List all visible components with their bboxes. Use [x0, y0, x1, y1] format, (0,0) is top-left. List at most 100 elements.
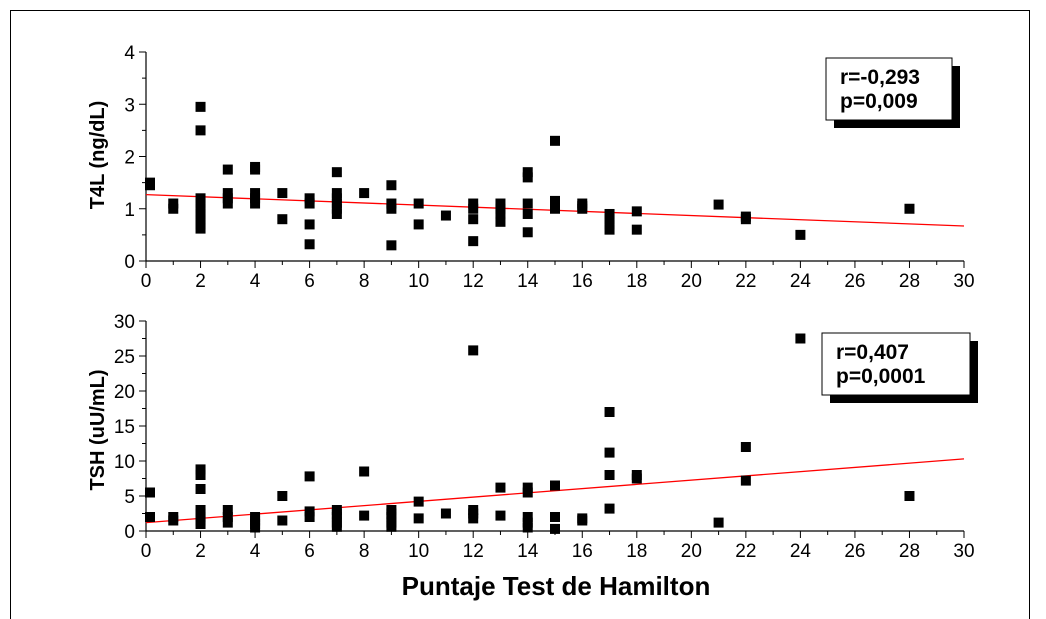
y-tick-label: 25	[114, 347, 135, 368]
data-point	[331, 188, 342, 199]
data-point	[277, 214, 288, 225]
data-point	[195, 519, 206, 529]
data-point	[522, 522, 533, 533]
data-point	[277, 188, 288, 199]
data-point	[222, 198, 233, 209]
data-point	[604, 214, 615, 225]
x-tick-label: 22	[735, 271, 756, 292]
data-point	[440, 210, 451, 221]
figure-frame	[10, 10, 1030, 619]
data-point	[304, 512, 315, 522]
x-tick-label: 18	[626, 541, 647, 562]
data-point	[740, 442, 751, 452]
data-point	[495, 203, 506, 214]
data-point	[222, 517, 233, 528]
data-point	[495, 482, 506, 493]
stats-box	[821, 332, 971, 396]
data-point	[304, 471, 315, 482]
data-point	[550, 523, 560, 534]
data-point	[331, 512, 342, 522]
data-point	[631, 206, 642, 217]
data-point	[413, 513, 424, 524]
x-tick-label: 26	[844, 271, 865, 292]
x-tick-label: 4	[250, 271, 261, 292]
x-tick-label: 6	[304, 271, 315, 292]
y-tick-label: 20	[114, 382, 135, 403]
data-point	[468, 203, 479, 214]
data-point	[222, 164, 233, 175]
x-tick-label: 14	[517, 541, 539, 562]
y-tick-label: 15	[114, 417, 135, 438]
data-point	[250, 193, 261, 204]
data-point	[604, 407, 615, 417]
data-point	[604, 447, 615, 458]
x-tick-label: 14	[517, 271, 539, 292]
data-point	[386, 198, 397, 209]
data-point	[331, 167, 342, 178]
data-point	[386, 203, 397, 214]
x-tick-label: 28	[899, 541, 920, 562]
data-point	[386, 180, 397, 191]
x-tick-label: 12	[463, 541, 484, 562]
x-tick-label: 8	[359, 271, 370, 292]
data-point	[195, 464, 206, 475]
y-tick-label: 0	[124, 252, 135, 273]
stat-p-value: p=0,0001	[836, 365, 926, 388]
data-point	[250, 164, 261, 175]
stat-p-value: p=0,009	[840, 90, 918, 113]
t4l-panel: T4L (ng/dL) 0 2 4 6 8 10 12 14 16 18 20 22 24 26 28 300…	[87, 43, 975, 292]
data-point	[522, 167, 533, 178]
data-point	[522, 487, 533, 498]
x-tick-label: 20	[681, 541, 702, 562]
y-tick-label: 5	[124, 487, 135, 508]
data-point	[277, 491, 288, 501]
data-point	[522, 172, 533, 183]
data-point	[304, 198, 315, 209]
data-point	[222, 193, 233, 204]
data-point	[195, 214, 206, 225]
data-point	[195, 125, 206, 136]
y-tick-label: 30	[114, 312, 135, 333]
y-tick-label: 10	[114, 452, 135, 473]
data-point	[413, 198, 424, 209]
x-tick-label: 0	[141, 541, 152, 562]
x-tick-label: 16	[572, 541, 593, 562]
data-point	[331, 203, 342, 214]
data-point	[495, 208, 506, 219]
data-point	[468, 236, 479, 247]
data-point	[168, 515, 179, 526]
tsh-panel: TSH (uU/mL) 0 2 4 6 8 10 12 14 16 18 20 22 24 26 28 300…	[87, 312, 978, 562]
data-point	[386, 240, 397, 251]
data-point	[604, 503, 615, 514]
x-tick-label: 22	[735, 541, 756, 562]
y-tick-label: 4	[124, 43, 135, 64]
data-point	[250, 198, 261, 209]
data-point	[222, 188, 233, 199]
data-point	[359, 510, 370, 521]
stat-r-value: r=0,407	[836, 341, 909, 364]
data-point	[331, 193, 342, 204]
data-point	[195, 198, 206, 209]
data-point	[168, 198, 179, 209]
data-point	[631, 473, 642, 484]
x-tick-label: 8	[359, 541, 370, 562]
data-point	[795, 229, 806, 240]
y-tick-label: 0	[124, 522, 135, 543]
data-point	[522, 512, 533, 522]
y-tick-label: 3	[124, 95, 135, 116]
data-point	[468, 214, 479, 225]
data-point	[604, 224, 615, 235]
data-point	[550, 195, 560, 206]
data-point	[222, 505, 233, 515]
data-point	[904, 203, 915, 214]
data-point	[468, 198, 479, 209]
data-point	[195, 203, 206, 214]
data-point	[145, 180, 155, 191]
data-point	[386, 521, 397, 532]
data-point	[145, 512, 155, 522]
x-tick-label: 26	[844, 541, 865, 562]
x-tick-label: 2	[195, 271, 206, 292]
x-tick-label: 24	[790, 541, 812, 562]
data-point	[577, 203, 588, 214]
